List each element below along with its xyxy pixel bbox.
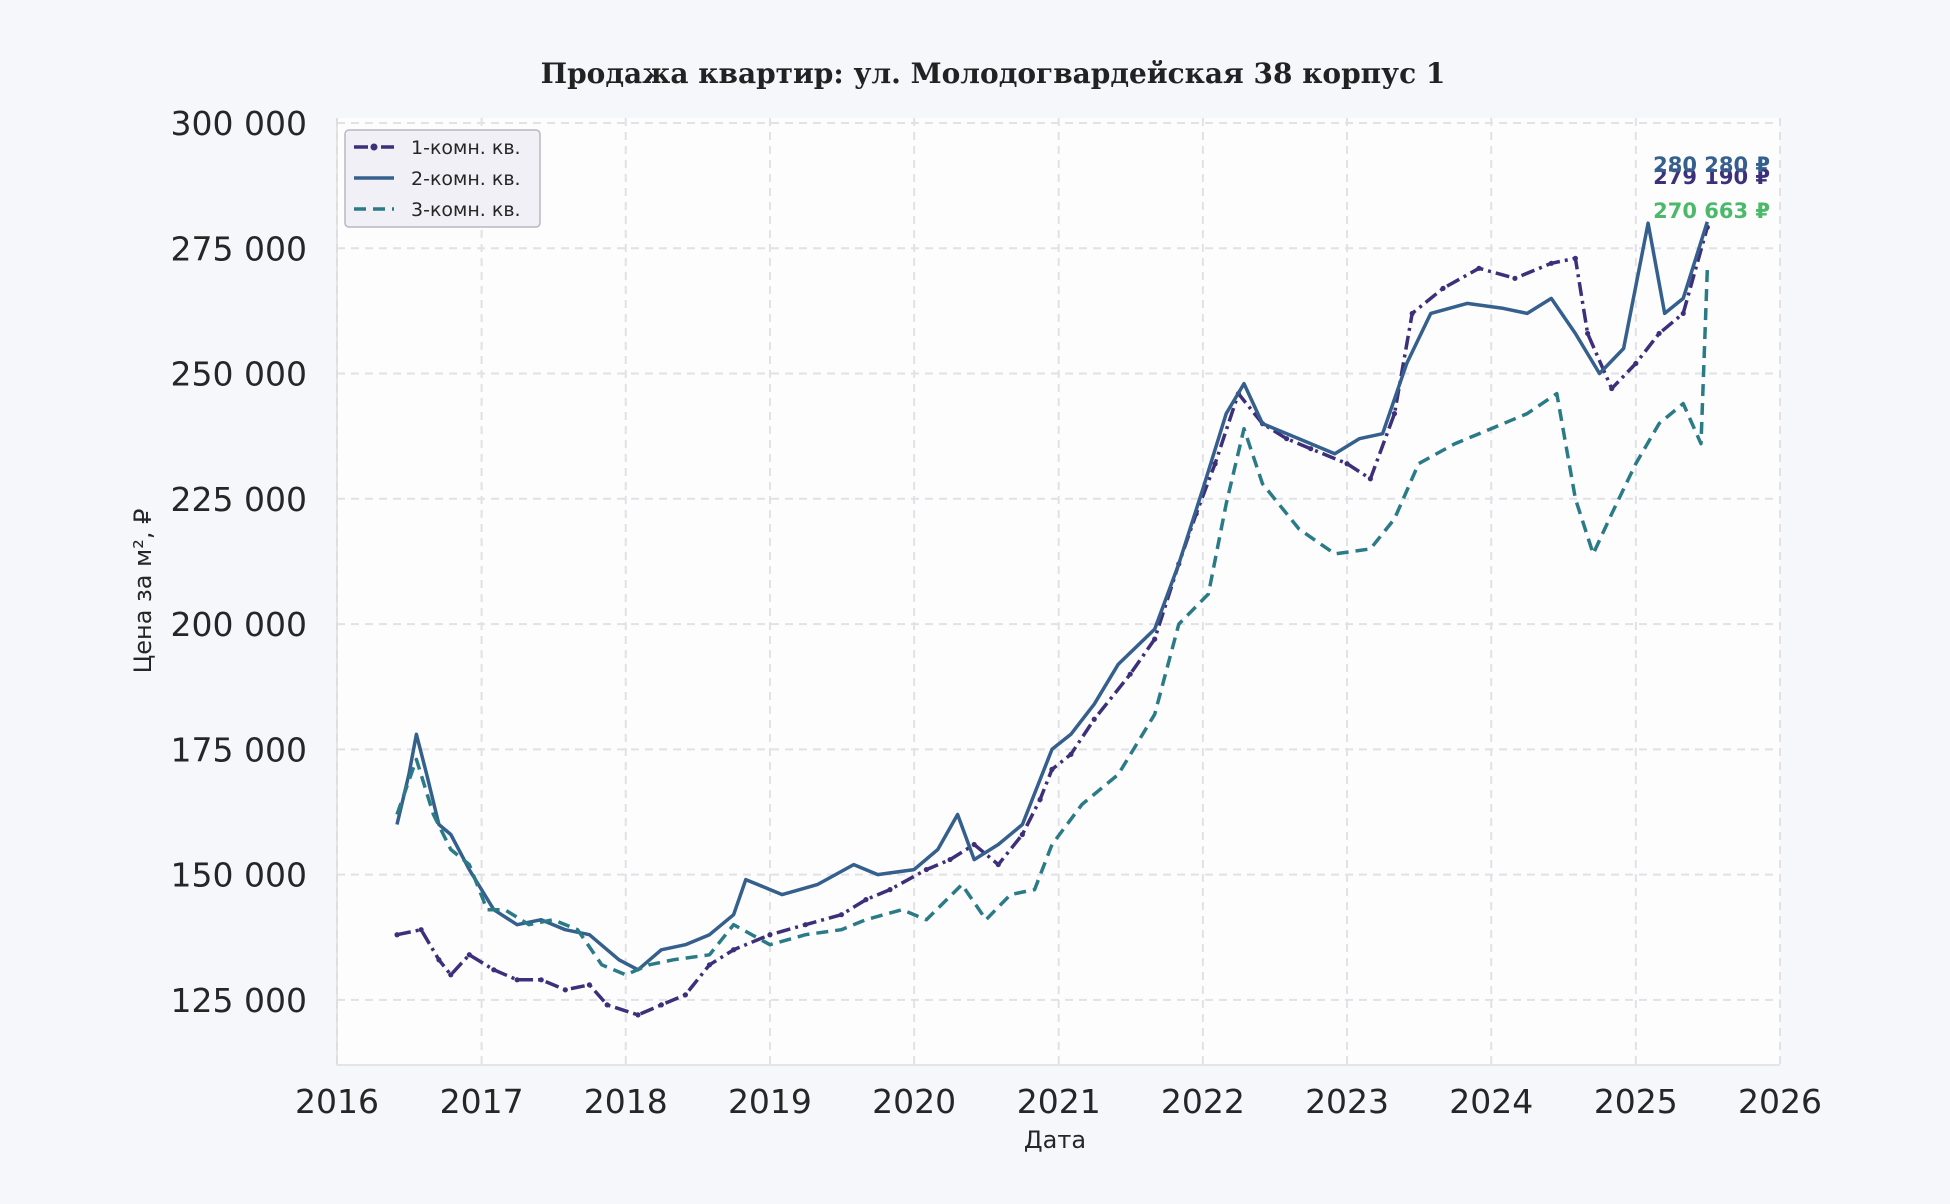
series-1-marker: [863, 897, 869, 903]
chart-title: Продажа квартир: ул. Молодогвардейская 3…: [541, 57, 1446, 90]
series-lines: [394, 221, 1710, 1018]
series-1-marker: [1019, 831, 1025, 838]
legend-label-1: 1-комн. кв.: [411, 137, 521, 159]
y-tick-label: 225 000: [171, 480, 307, 519]
grid: [336, 118, 1781, 1065]
series-1-marker: [971, 841, 977, 848]
series-1-marker: [1476, 265, 1482, 271]
y-tick-label: 250 000: [171, 355, 307, 394]
series-1-marker: [466, 952, 472, 958]
axes: [336, 118, 1780, 1066]
series-1-marker: [767, 932, 773, 938]
series-1-marker: [394, 932, 400, 938]
end-labels: 279 190 ₽280 280 ₽ 270 663 ₽: [1653, 153, 1770, 223]
end-value-label: 270 663 ₽: [1653, 199, 1770, 223]
series-1-marker: [1212, 461, 1218, 467]
series-1-marker: [586, 982, 593, 988]
x-tick-label: 2021: [1017, 1082, 1101, 1121]
x-tick-label: 2023: [1305, 1082, 1389, 1121]
y-axis-label: Цена за м², ₽: [129, 509, 157, 674]
series-1-marker: [538, 977, 544, 983]
legend-label-3: 3-комн. кв.: [411, 199, 521, 221]
legend-marker: [370, 143, 378, 151]
legend-box: [344, 129, 541, 228]
series-1-marker: [947, 856, 953, 863]
series-1-marker: [1440, 285, 1446, 291]
y-tick-label: 175 000: [171, 730, 307, 769]
series-1-marker: [923, 866, 929, 873]
legend: 1-комн. кв. 2-комн. кв. 3-комн. кв.: [344, 129, 541, 228]
x-tick-label: 2019: [728, 1082, 812, 1121]
series-1-marker: [1068, 751, 1074, 757]
series-1-marker: [682, 992, 689, 998]
series-1-marker: [1037, 796, 1043, 803]
series-1-marker: [1656, 330, 1662, 337]
x-tick-label: 2018: [584, 1082, 668, 1121]
series-1-marker: [802, 922, 809, 928]
series-1-marker: [1680, 310, 1686, 317]
series-1-marker: [1609, 385, 1615, 392]
series-1-marker: [604, 1002, 610, 1008]
x-tick-label: 2025: [1594, 1082, 1678, 1121]
series-1-marker: [491, 967, 497, 973]
series-1-marker: [1512, 275, 1518, 281]
series-1-marker: [448, 972, 454, 978]
end-value-label: 279 190 ₽: [1653, 165, 1770, 189]
series-1-marker: [887, 887, 893, 893]
y-tick-label: 300 000: [171, 104, 307, 143]
series-1-marker: [1572, 255, 1578, 261]
series-1-marker: [1585, 330, 1591, 337]
series-1-marker: [514, 977, 520, 983]
series-1-marker: [995, 861, 1001, 868]
y-tick-label: 125 000: [171, 981, 307, 1020]
series-1-marker: [1284, 436, 1290, 442]
series-1-marker: [1049, 766, 1055, 772]
series-line-3: [395, 269, 1710, 977]
series-1-marker: [1633, 360, 1639, 367]
x-tick-label: 2017: [440, 1082, 524, 1121]
series-1-marker: [706, 962, 713, 968]
series-1-marker: [658, 1002, 664, 1008]
x-tick-label: 2026: [1738, 1082, 1822, 1121]
series-1-marker: [1409, 310, 1415, 317]
series-1-marker: [1367, 476, 1373, 482]
series-1-marker: [436, 957, 442, 963]
series-1-marker: [1091, 716, 1097, 722]
end-value-label: 280 280 ₽: [1653, 153, 1770, 177]
series-1-marker: [562, 987, 568, 993]
tick-labels: 125 000 150 000 175 000 200 000 225 000 250 0…: [171, 104, 1822, 1121]
x-tick-label: 2020: [872, 1082, 956, 1121]
series-1-marker: [1548, 260, 1554, 266]
series-1-marker: [418, 927, 424, 933]
y-tick-label: 275 000: [171, 229, 307, 268]
series-1-marker: [1152, 636, 1158, 642]
series-1-marker: [1308, 446, 1314, 452]
series-1-marker: [635, 1012, 641, 1018]
x-tick-label: 2022: [1161, 1082, 1245, 1121]
series-1-marker: [1127, 671, 1133, 677]
x-tick-label: 2016: [295, 1082, 379, 1121]
x-axis-label: Дата: [1024, 1126, 1086, 1154]
y-tick-label: 200 000: [171, 605, 307, 644]
legend-label-2: 2-комн. кв.: [411, 168, 521, 190]
series-1-marker: [730, 947, 737, 953]
y-tick-label: 150 000: [171, 856, 307, 895]
series-1-marker: [1391, 411, 1398, 417]
series-1-marker: [838, 912, 845, 918]
x-tick-label: 2024: [1449, 1082, 1533, 1121]
series-1-marker: [1344, 461, 1350, 467]
